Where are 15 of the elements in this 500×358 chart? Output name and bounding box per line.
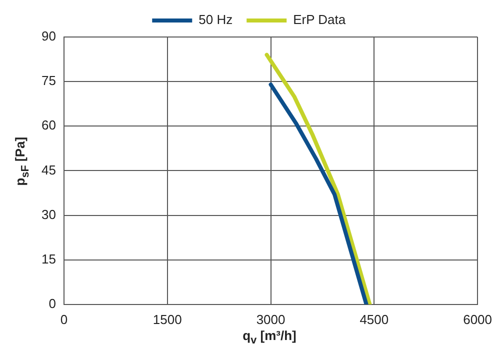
y-tick-label: 15: [42, 251, 56, 266]
x-axis-title: q$_{v}$ [m³/h]: [242, 328, 298, 347]
legend-label: ErP Data: [293, 12, 346, 28]
x-tick-label: 3000: [256, 312, 286, 327]
y-tick-label: 60: [42, 118, 56, 133]
x-tick-label: 4500: [360, 312, 389, 327]
x-tick-label: 0: [60, 312, 68, 327]
x-tick-label: 1500: [152, 312, 182, 327]
y-tick-label: 75: [42, 73, 56, 88]
y-tick-label: 30: [42, 206, 56, 222]
y-tick-label: 45: [42, 162, 56, 178]
y-tick-label: 0: [48, 296, 56, 311]
x-tick-label: 6000: [463, 312, 492, 327]
legend-label: 50 Hz: [198, 12, 233, 28]
y-tick-label: 90: [42, 28, 56, 44]
